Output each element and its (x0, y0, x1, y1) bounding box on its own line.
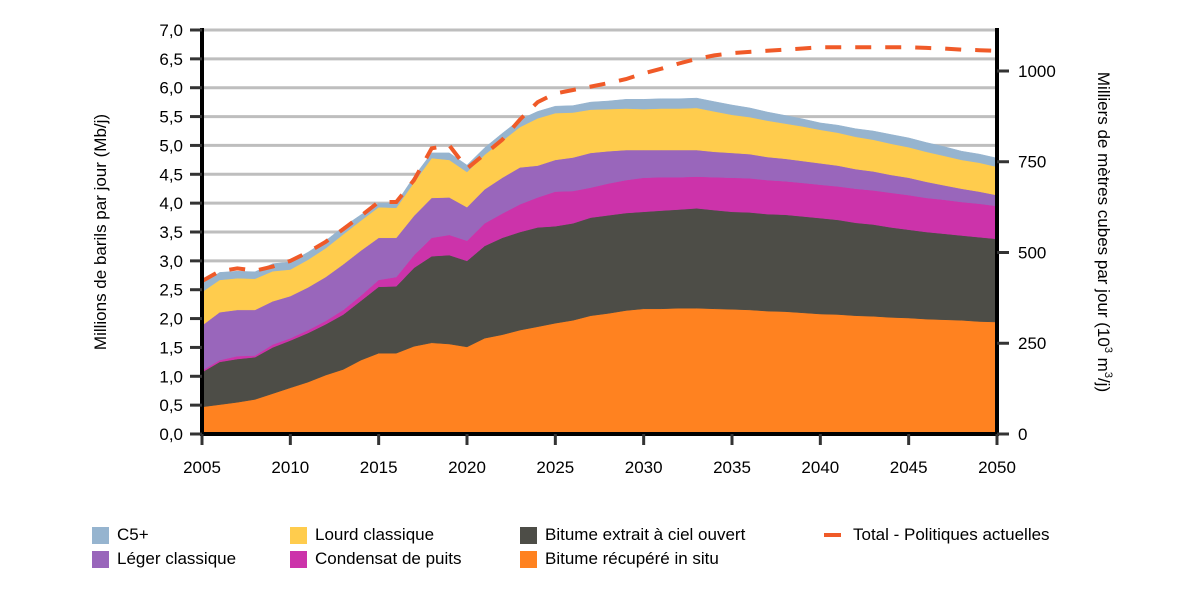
x-tick-label: 2030 (625, 458, 663, 477)
y-tick-label: 3,5 (159, 223, 183, 242)
x-tick-label: 2020 (448, 458, 486, 477)
y2-axis-title-end: /j) (1094, 378, 1113, 392)
x-tick-label: 2005 (183, 458, 221, 477)
total-line (201, 45, 998, 283)
y-tick-label: 1,0 (159, 367, 183, 386)
legend-label-c5: C5+ (117, 525, 149, 544)
y-tick-label: 5,5 (159, 108, 183, 127)
legend-swatch-leger (92, 550, 109, 568)
legend-item-c5: C5+ (92, 524, 149, 546)
legend-item-mining: Bitume extrait à ciel ouvert (520, 524, 745, 546)
legend-swatch-insitu (520, 550, 537, 568)
stacked-areas (201, 97, 998, 435)
y-tick-label: 1,5 (159, 338, 183, 357)
x-tick-label: 2045 (890, 458, 928, 477)
y2-tick-label: 250 (1018, 334, 1046, 353)
legend-label-total: Total - Politiques actuelles (853, 525, 1050, 544)
y-tick-label: 7,0 (159, 21, 183, 40)
y2-tick-label: 0 (1018, 425, 1027, 444)
y2-axis-title-mid: m (1094, 353, 1113, 372)
x-tick-label: 2025 (536, 458, 574, 477)
legend-label-mining: Bitume extrait à ciel ouvert (545, 525, 746, 544)
y2-axis-title-main: Milliers de mètres cubes par jour (10 (1094, 72, 1113, 347)
chart: 2005 2010 2015 2020 2025 2030 2035 2040 2045 2050… (91, 21, 1114, 477)
y-tick-label: 4,0 (159, 194, 183, 213)
y-tick-label: 2,5 (159, 281, 183, 300)
legend-item-total: Total - Politiques actuelles (824, 524, 1050, 546)
legend-swatch-condensat (290, 550, 307, 568)
x-tick-label: 2015 (360, 458, 398, 477)
y2-axis-title-sup2: 3 (1102, 372, 1114, 378)
legend: C5+ Léger classique Lourd classique Cond… (92, 524, 1142, 574)
x-axis-ticks: 2005 2010 2015 2020 2025 2030 2035 2040 2045 2050 (183, 434, 1016, 477)
y-tick-label: 2,0 (159, 310, 183, 329)
y2-axis-title: Milliers de mètres cubes par jour (103 m… (1094, 72, 1114, 392)
x-tick-label: 2010 (271, 458, 309, 477)
y-tick-label: 5,0 (159, 136, 183, 155)
y-axis-ticks: 0,0 0,5 1,0 1,5 2,0 2,5 3,0 3,5 4,0 4,5 5,0 5,5 6,0 6… (159, 21, 202, 444)
legend-item-insitu: Bitume récupéré in situ (520, 548, 719, 570)
x-tick-label: 2040 (801, 458, 839, 477)
y2-axis-ticks: 0 250 500 750 1000 (997, 62, 1056, 444)
y-tick-label: 0,5 (159, 396, 183, 415)
y2-tick-label: 750 (1018, 153, 1046, 172)
y-tick-label: 6,0 (159, 79, 183, 98)
x-tick-label: 2035 (713, 458, 751, 477)
legend-label-insitu: Bitume récupéré in situ (545, 549, 719, 568)
legend-swatch-c5 (92, 526, 109, 544)
legend-label-lourd: Lourd classique (315, 525, 435, 544)
y-tick-label: 6,5 (159, 50, 183, 69)
legend-label-condensat: Condensat de puits (315, 549, 462, 568)
legend-item-leger: Léger classique (92, 548, 236, 570)
legend-swatch-lourd (290, 526, 307, 544)
legend-swatch-mining (520, 526, 537, 544)
legend-item-lourd: Lourd classique (290, 524, 434, 546)
x-tick-label: 2050 (978, 458, 1016, 477)
y2-tick-label: 1000 (1018, 62, 1056, 81)
line-total-politiques-actuelles (201, 45, 998, 283)
y2-tick-label: 500 (1018, 243, 1046, 262)
y-axis-title: Millions de barils par jour (Mb/j) (91, 114, 110, 350)
legend-label-leger: Léger classique (117, 549, 237, 568)
y-tick-label: 3,0 (159, 252, 183, 271)
legend-item-condensat: Condensat de puits (290, 548, 462, 570)
legend-line-total (824, 533, 841, 537)
y2-axis-title-sup1: 3 (1102, 347, 1114, 353)
y-tick-label: 0,0 (159, 425, 183, 444)
y-tick-label: 4,5 (159, 165, 183, 184)
